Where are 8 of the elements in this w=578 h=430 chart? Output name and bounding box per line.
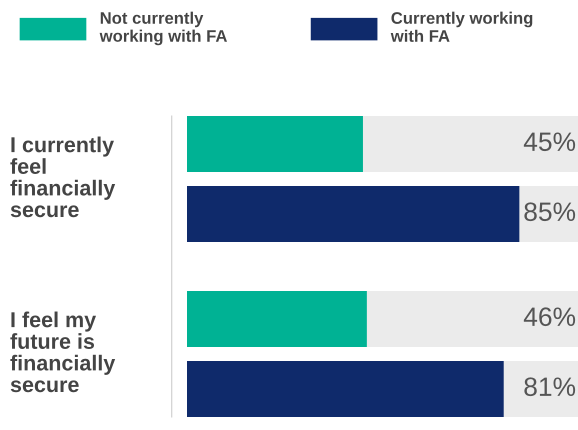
y-tick-label: I feel my future is financially secure — [10, 312, 116, 392]
data-label: 45% — [524, 132, 576, 152]
data-label: 85% — [524, 202, 576, 222]
legend-label: Not currently working with FA — [100, 12, 228, 46]
legend-label: Currently working with FA — [390, 12, 532, 42]
data-label: 46% — [524, 307, 576, 326]
data-label: 81% — [524, 377, 576, 396]
y-tick-label: I currently feel financially secure — [10, 136, 116, 218]
